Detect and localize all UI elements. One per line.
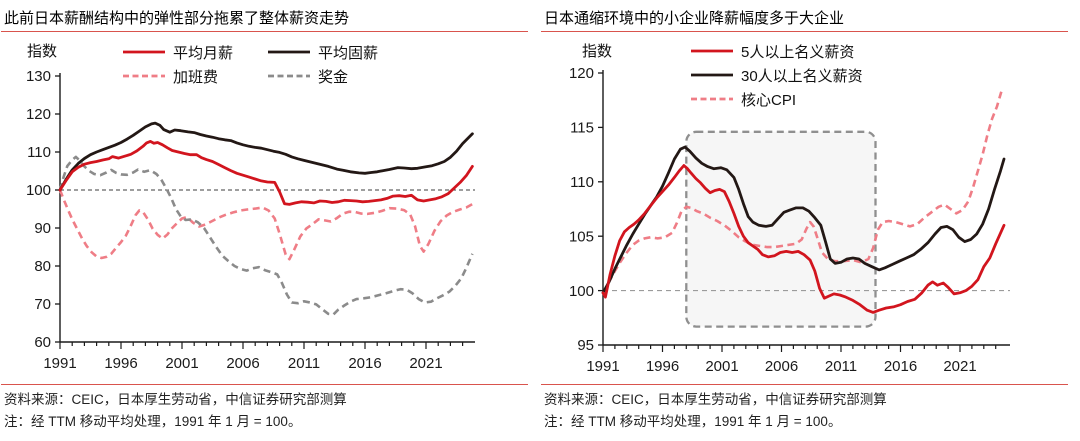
y-tick-label: 100 (569, 283, 594, 300)
right-source-note: 资料来源：CEIC，日本厚生劳动省，中信证券研究部测算 注：经 TTM 移动平均… (544, 389, 887, 433)
x-tick-label: 2001 (705, 358, 738, 375)
legend-item-core-cpi: 核心CPI (690, 91, 863, 109)
legend-label-wage-30plus: 30人以上名义薪资 (741, 67, 863, 85)
left-chart-canvas: 60 70 80 90 100 110 120 130 1991 1996 2001 2006 2011… (26, 68, 475, 372)
y-tick-label: 70 (34, 296, 51, 313)
series-line-wage-30plus (601, 145, 1006, 295)
y-tick-label: 110 (27, 144, 51, 161)
left-chart-legend: 平均月薪 平均固薪加班费 奖金 (122, 44, 379, 86)
legend-line-sample-wage-30plus (691, 73, 733, 77)
x-tick-label: 2011 (288, 355, 320, 372)
y-tick-label: 110 (570, 174, 594, 191)
x-tick-label: 1996 (646, 358, 679, 375)
y-axis: 95 100 105 110 115 120 (569, 65, 604, 354)
left-title-rule (1, 31, 528, 32)
y-tick-label: 120 (26, 106, 51, 123)
legend-line-sample-core-cpi (691, 97, 733, 101)
left-bottom-rule (1, 384, 528, 385)
right-chart-legend: 5人以上名义薪资 30人以上名义薪资 核心CPI (690, 43, 863, 109)
legend-line-sample-avg-monthly-wage (123, 50, 165, 54)
right-chart-title: 日本通缩环境中的小企业降薪幅度多于大企业 (544, 10, 845, 27)
legend-line-sample-overtime-pay (123, 74, 165, 78)
legend-label-avg-fixed-wage: 平均固薪 (318, 44, 379, 62)
y-tick-label: 60 (34, 334, 51, 351)
source-line: 资料来源：CEIC，日本厚生劳动省，中信证券研究部测算 (544, 392, 887, 407)
y-tick-label: 80 (34, 258, 51, 275)
legend-label-avg-monthly-wage: 平均月薪 (173, 44, 234, 62)
x-tick-label: 2011 (825, 358, 857, 375)
legend-label-core-cpi: 核心CPI (741, 91, 797, 109)
x-tick-label: 2021 (409, 355, 442, 372)
x-tick-label: 2021 (943, 358, 976, 375)
x-tick-label: 2006 (765, 358, 798, 375)
legend-label-bonus: 奖金 (318, 68, 349, 86)
series-line-core-cpi (601, 90, 1003, 294)
legend-line-sample-avg-fixed-wage (268, 50, 310, 54)
x-axis: 1991 1996 2001 2006 2011 2016 2021 (586, 344, 1010, 375)
legend-label-overtime-pay: 加班费 (173, 68, 219, 86)
series-line-overtime-pay (58, 189, 474, 261)
legend-line-sample-wage-5plus (691, 49, 733, 53)
y-tick-label: 130 (26, 68, 51, 85)
left-source-note: 资料来源：CEIC，日本厚生劳动省，中信证券研究部测算 注：经 TTM 移动平均… (4, 389, 347, 433)
right-chart-canvas: 95 100 105 110 115 120 1991 1996 2001 2006 2011 201… (569, 65, 1010, 375)
method-note-line: 注：经 TTM 移动平均处理，1991 年 1 月 = 100。 (4, 414, 302, 429)
panel-left: 此前日本薪酬结构中的弹性部分拖累了整体薪资走势 指数 60 70 80 90 100 11… (1, 10, 528, 433)
method-note-line: 注：经 TTM 移动平均处理，1991 年 1 月 = 100。 (544, 414, 842, 429)
x-tick-label: 2006 (226, 355, 259, 372)
legend-item-wage-5plus: 5人以上名义薪资 (690, 43, 863, 61)
legend-item-overtime-pay: 加班费 (122, 68, 267, 86)
series-line-wage-5plus (601, 164, 1006, 314)
y-axis: 60 70 80 90 100 110 120 130 (26, 68, 61, 351)
panel-right: 日本通缩环境中的小企业降薪幅度多于大企业 指数 95 100 105 110 115 12… (540, 0, 1080, 441)
y-tick-label: 120 (569, 65, 594, 82)
source-line: 资料来源：CEIC，日本厚生劳动省，中信证券研究部测算 (4, 392, 347, 407)
legend-label-wage-5plus: 5人以上名义薪资 (741, 43, 855, 61)
series-line-bonus (58, 155, 474, 316)
series-line-avg-fixed-wage (58, 121, 474, 192)
right-bottom-rule (541, 384, 1068, 385)
x-tick-label: 1991 (43, 355, 76, 372)
highlight-box (685, 130, 877, 328)
right-title-rule (541, 31, 1068, 32)
x-tick-label: 2001 (165, 355, 198, 372)
x-tick-label: 1996 (104, 355, 137, 372)
y-tick-label: 105 (569, 228, 594, 245)
legend-item-avg-monthly-wage: 平均月薪 (122, 44, 267, 62)
x-axis: 1991 1996 2001 2006 2011 2016 2021 (43, 341, 475, 372)
x-tick-label: 2016 (884, 358, 917, 375)
x-tick-label: 2016 (348, 355, 381, 372)
y-tick-label: 115 (570, 120, 594, 137)
left-chart-title: 此前日本薪酬结构中的弹性部分拖累了整体薪资走势 (4, 10, 350, 27)
left-y-axis-unit-label: 指数 (27, 43, 58, 60)
y-tick-label: 95 (577, 337, 594, 354)
legend-item-avg-fixed-wage: 平均固薪 (267, 44, 379, 62)
x-tick-label: 1991 (586, 358, 619, 375)
legend-item-wage-30plus: 30人以上名义薪资 (690, 67, 863, 85)
legend-line-sample-bonus (268, 74, 310, 78)
series-line-avg-monthly-wage (58, 140, 474, 206)
y-tick-label: 90 (34, 220, 51, 237)
legend-item-bonus: 奖金 (267, 68, 378, 86)
y-tick-label: 100 (26, 182, 51, 199)
right-y-axis-unit-label: 指数 (582, 43, 613, 60)
